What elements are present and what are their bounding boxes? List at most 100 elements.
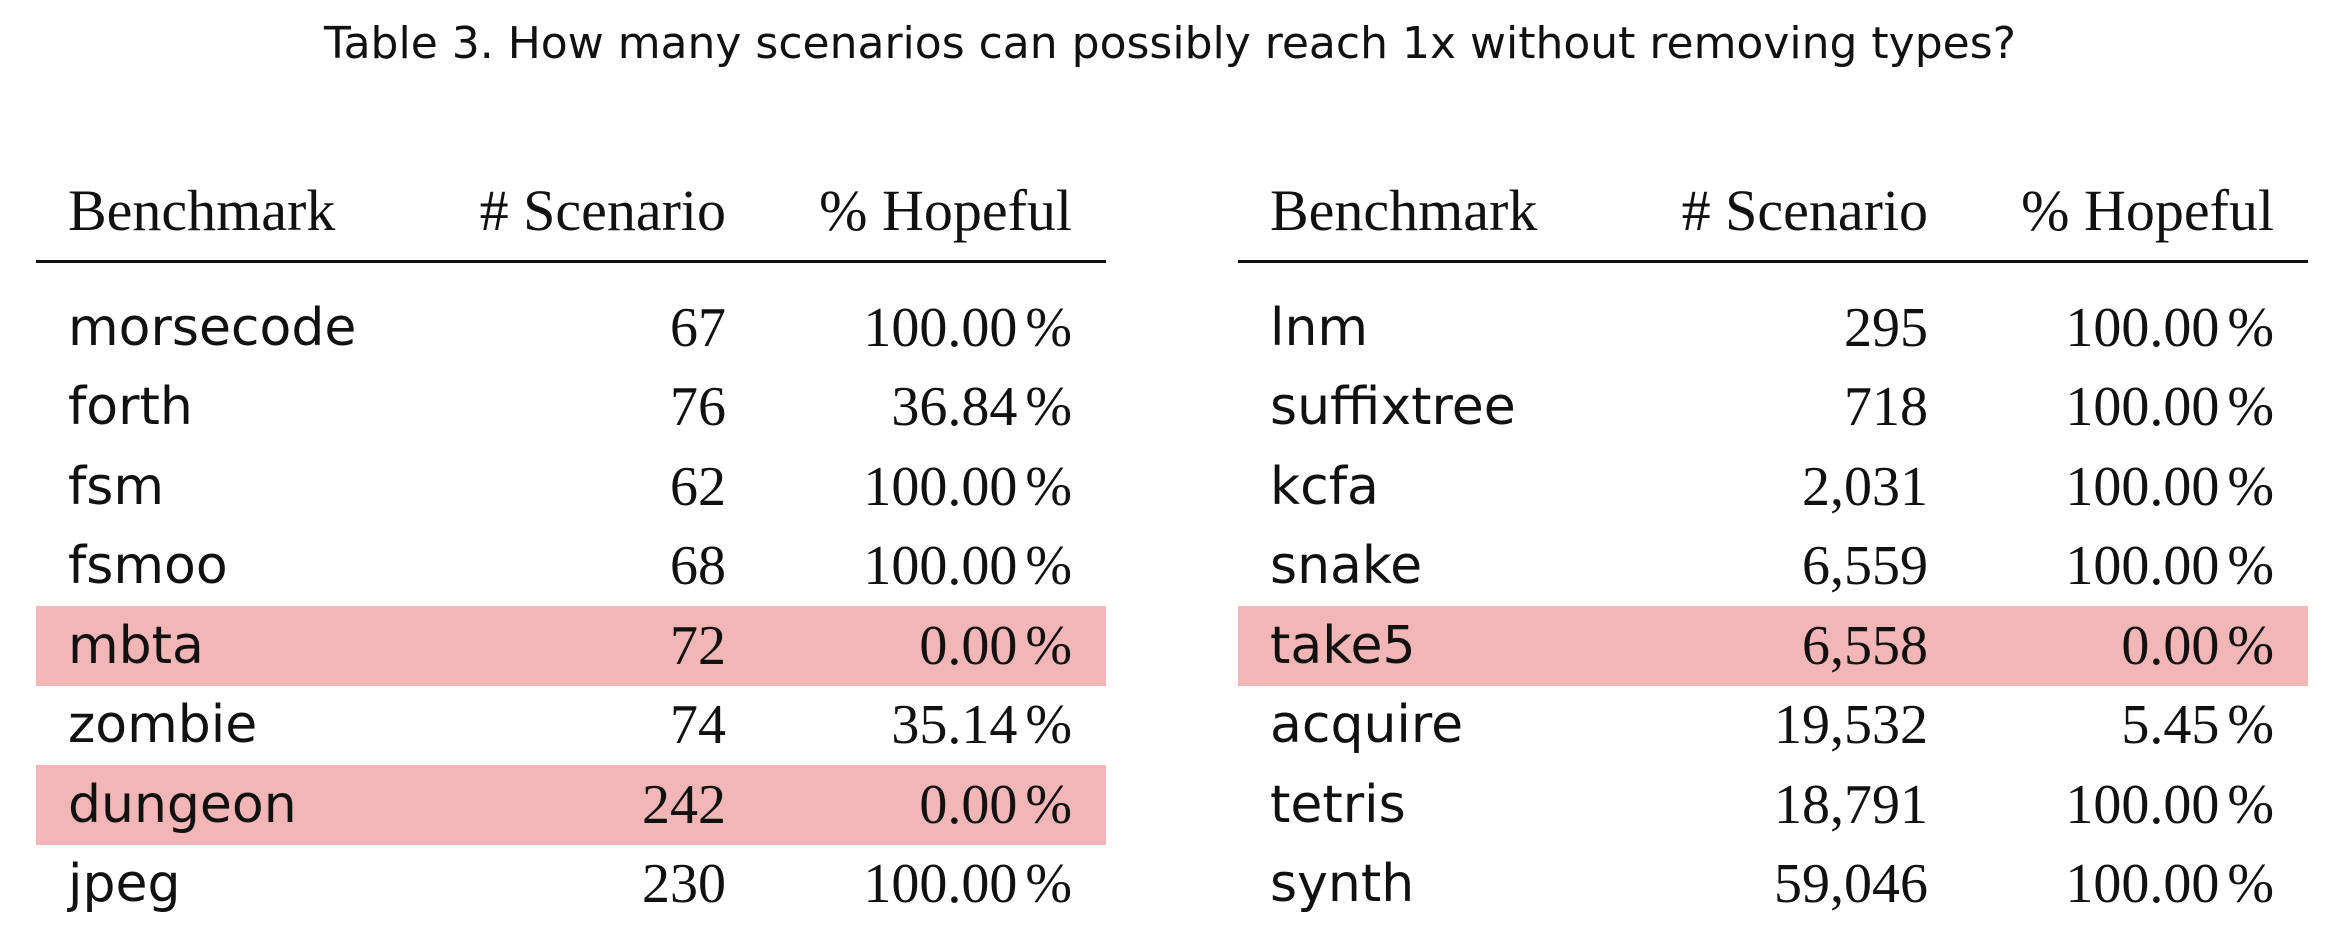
- percent-sign: %: [1025, 376, 1072, 439]
- benchmark-name: forth: [68, 377, 193, 438]
- percent-value: 100.00: [2065, 376, 2220, 439]
- table-body: morsecode 67 100.00% forth 76 36.84% fsm 62 100.…: [36, 263, 1106, 924]
- table-row: forth 76 36.84%: [36, 368, 1106, 448]
- percent-hopeful: 100.00%: [2065, 447, 2274, 527]
- benchmark-name: suffixtree: [1270, 377, 1516, 438]
- benchmark-name: take5: [1270, 615, 1416, 676]
- percent-sign: %: [2227, 853, 2274, 916]
- benchmark-name: mbta: [68, 615, 204, 676]
- header-percent-hopeful: % Hopeful: [2021, 177, 2274, 243]
- percent-value: 5.45: [2121, 694, 2220, 757]
- benchmark-name: kcfa: [1270, 456, 1379, 517]
- benchmark-name: tetris: [1270, 774, 1406, 835]
- scenario-count: 18,791: [1774, 773, 1928, 836]
- header-scenario-count: # Scenario: [479, 177, 726, 243]
- percent-value: 0.00: [919, 614, 1018, 677]
- percent-value: 100.00: [2065, 535, 2220, 598]
- percent-hopeful: 100.00%: [2065, 765, 2274, 845]
- table-row: morsecode 67 100.00%: [36, 288, 1106, 368]
- table-row: lnm 295 100.00%: [1238, 288, 2308, 368]
- benchmark-name: morsecode: [68, 297, 357, 358]
- scenario-count: 59,046: [1774, 853, 1928, 916]
- percent-sign: %: [1025, 455, 1072, 518]
- percent-value: 100.00: [863, 535, 1018, 598]
- benchmark-name: jpeg: [68, 854, 181, 915]
- percent-sign: %: [2227, 614, 2274, 677]
- scenario-count: 76: [670, 376, 726, 439]
- benchmark-name: zombie: [68, 695, 258, 756]
- benchmark-name: acquire: [1270, 695, 1464, 756]
- percent-value: 100.00: [863, 296, 1018, 359]
- results-table-left: Benchmark # Scenario % Hopeful morsecode…: [36, 160, 1106, 924]
- percent-sign: %: [2227, 455, 2274, 518]
- table-row: snake 6,559 100.00%: [1238, 527, 2308, 607]
- benchmark-name: fsm: [68, 456, 165, 517]
- percent-hopeful: 100.00%: [2065, 527, 2274, 607]
- scenario-count: 19,532: [1774, 694, 1928, 757]
- scenario-count: 6,559: [1802, 535, 1928, 598]
- table-row: tetris 18,791 100.00%: [1238, 765, 2308, 845]
- percent-value: 100.00: [2065, 773, 2220, 836]
- header-benchmark: Benchmark: [68, 177, 336, 243]
- percent-value: 35.14: [891, 694, 1018, 757]
- table-body: lnm 295 100.00% suffixtree 718 100.00% kcfa 2,0…: [1238, 263, 2308, 924]
- percent-hopeful: 0.00%: [919, 606, 1072, 686]
- percent-value: 100.00: [2065, 296, 2220, 359]
- percent-sign: %: [2227, 773, 2274, 836]
- percent-hopeful: 100.00%: [2065, 368, 2274, 448]
- scenario-count: 230: [642, 853, 726, 916]
- scenario-count: 2,031: [1802, 455, 1928, 518]
- table-row: jpeg 230 100.00%: [36, 845, 1106, 925]
- percent-sign: %: [2227, 535, 2274, 598]
- percent-sign: %: [1025, 694, 1072, 757]
- percent-value: 100.00: [2065, 853, 2220, 916]
- table-row: fsm 62 100.00%: [36, 447, 1106, 527]
- table-row-highlighted: mbta 72 0.00%: [36, 606, 1106, 686]
- benchmark-name: snake: [1270, 536, 1423, 597]
- table-row: suffixtree 718 100.00%: [1238, 368, 2308, 448]
- table-row-highlighted: take5 6,558 0.00%: [1238, 606, 2308, 686]
- header-percent-hopeful: % Hopeful: [819, 177, 1072, 243]
- scenario-count: 72: [670, 614, 726, 677]
- results-table-right: Benchmark # Scenario % Hopeful lnm 295 100…: [1238, 160, 2308, 924]
- table-row: acquire 19,532 5.45%: [1238, 686, 2308, 766]
- percent-value: 0.00: [919, 773, 1018, 836]
- table-header-row: Benchmark # Scenario % Hopeful: [1238, 160, 2308, 263]
- percent-value: 100.00: [863, 455, 1018, 518]
- percent-hopeful: 100.00%: [863, 447, 1072, 527]
- percent-sign: %: [1025, 853, 1072, 916]
- percent-sign: %: [1025, 614, 1072, 677]
- scenario-count: 718: [1844, 376, 1928, 439]
- table-row: synth 59,046 100.00%: [1238, 845, 2308, 925]
- percent-hopeful: 35.14%: [891, 686, 1072, 766]
- scenario-count: 242: [642, 773, 726, 836]
- percent-hopeful: 100.00%: [2065, 288, 2274, 368]
- benchmark-name: dungeon: [68, 774, 297, 835]
- percent-value: 0.00: [2121, 614, 2220, 677]
- percent-hopeful: 5.45%: [2121, 686, 2274, 766]
- percent-hopeful: 0.00%: [2121, 606, 2274, 686]
- scenario-count: 295: [1844, 296, 1928, 359]
- table-row: fsmoo 68 100.00%: [36, 527, 1106, 607]
- percent-sign: %: [1025, 296, 1072, 359]
- header-benchmark: Benchmark: [1270, 177, 1538, 243]
- table-row: kcfa 2,031 100.00%: [1238, 447, 2308, 527]
- table-caption: Table 3. How many scenarios can possibly…: [323, 18, 2016, 69]
- percent-value: 36.84: [891, 376, 1018, 439]
- percent-hopeful: 100.00%: [2065, 845, 2274, 925]
- percent-hopeful: 0.00%: [919, 765, 1072, 845]
- scenario-count: 68: [670, 535, 726, 598]
- table-row: zombie 74 35.14%: [36, 686, 1106, 766]
- scenario-count: 6,558: [1802, 614, 1928, 677]
- percent-sign: %: [1025, 773, 1072, 836]
- percent-hopeful: 36.84%: [891, 368, 1072, 448]
- percent-sign: %: [1025, 535, 1072, 598]
- percent-hopeful: 100.00%: [863, 288, 1072, 368]
- scenario-count: 74: [670, 694, 726, 757]
- table-row-highlighted: dungeon 242 0.00%: [36, 765, 1106, 845]
- header-scenario-count: # Scenario: [1681, 177, 1928, 243]
- percent-sign: %: [2227, 296, 2274, 359]
- percent-hopeful: 100.00%: [863, 845, 1072, 925]
- percent-sign: %: [2227, 376, 2274, 439]
- benchmark-name: synth: [1270, 854, 1415, 915]
